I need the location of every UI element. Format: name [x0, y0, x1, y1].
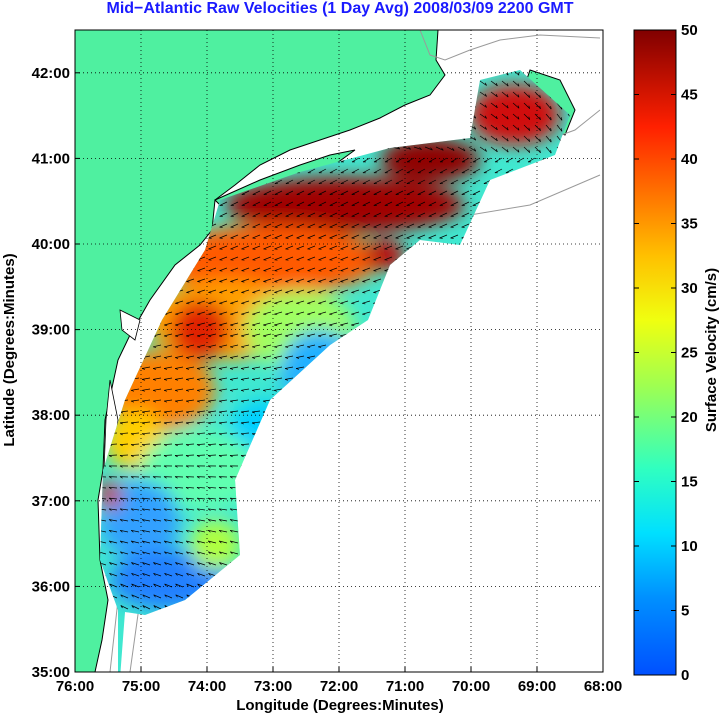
y-tick-label: 35:00	[32, 664, 70, 681]
x-tick-label: 74:00	[188, 678, 226, 695]
y-tick-label: 36:00	[32, 578, 70, 595]
y-tick-label: 42:00	[32, 65, 70, 82]
x-tick-label: 69:00	[518, 678, 556, 695]
latitude-ticks: 42:00 41:00 40:00 39:00 38:00 37:00 36:00 35:00	[32, 65, 80, 681]
y-tick-label: 39:00	[32, 322, 70, 339]
colorbar-tick-label: 5	[681, 603, 689, 620]
x-tick-label: 72:00	[320, 678, 358, 695]
x-tick-label: 75:00	[122, 678, 160, 695]
y-tick-label: 40:00	[32, 236, 70, 253]
colorbar-tick-label: 20	[681, 409, 698, 426]
x-tick-label: 73:00	[254, 678, 292, 695]
x-tick-label: 76:00	[56, 678, 94, 695]
grid-lines	[75, 30, 603, 672]
colorbar-tick-label: 0	[681, 667, 689, 684]
colorbar-label: Surface Velocity (cm/s)	[703, 268, 720, 432]
colorbar-tick-label: 40	[681, 151, 698, 168]
longitude-ticks: 76:00 75:00 74:00 73:00 72:00 71:00 70:00 69:00…	[56, 667, 622, 695]
colorbar	[633, 29, 677, 676]
y-axis-label: Latitude (Degrees:Minutes)	[1, 253, 18, 446]
x-tick-label: 71:00	[386, 678, 424, 695]
x-axis-label: Longitude (Degrees:Minutes)	[236, 697, 444, 714]
colorbar-tick-label: 25	[681, 345, 698, 362]
colorbar-tick-label: 15	[681, 474, 698, 491]
colorbar-tick-label: 50	[681, 22, 698, 39]
colorbar-tick-label: 45	[681, 87, 698, 104]
land-mass	[75, 30, 446, 672]
map-title: Mid−Atlantic Raw Velocities (1 Day Avg) …	[106, 0, 574, 17]
x-tick-label: 70:00	[452, 678, 490, 695]
y-tick-label: 37:00	[32, 493, 70, 510]
x-tick-label: 68:00	[584, 678, 622, 695]
y-tick-label: 38:00	[32, 407, 70, 424]
colorbar-tick-label: 30	[681, 280, 698, 297]
delaware-bay	[119, 309, 141, 341]
y-tick-label: 41:00	[32, 150, 70, 167]
colorbar-tick-label: 10	[681, 538, 698, 555]
colorbar-tick-label: 35	[681, 216, 698, 233]
